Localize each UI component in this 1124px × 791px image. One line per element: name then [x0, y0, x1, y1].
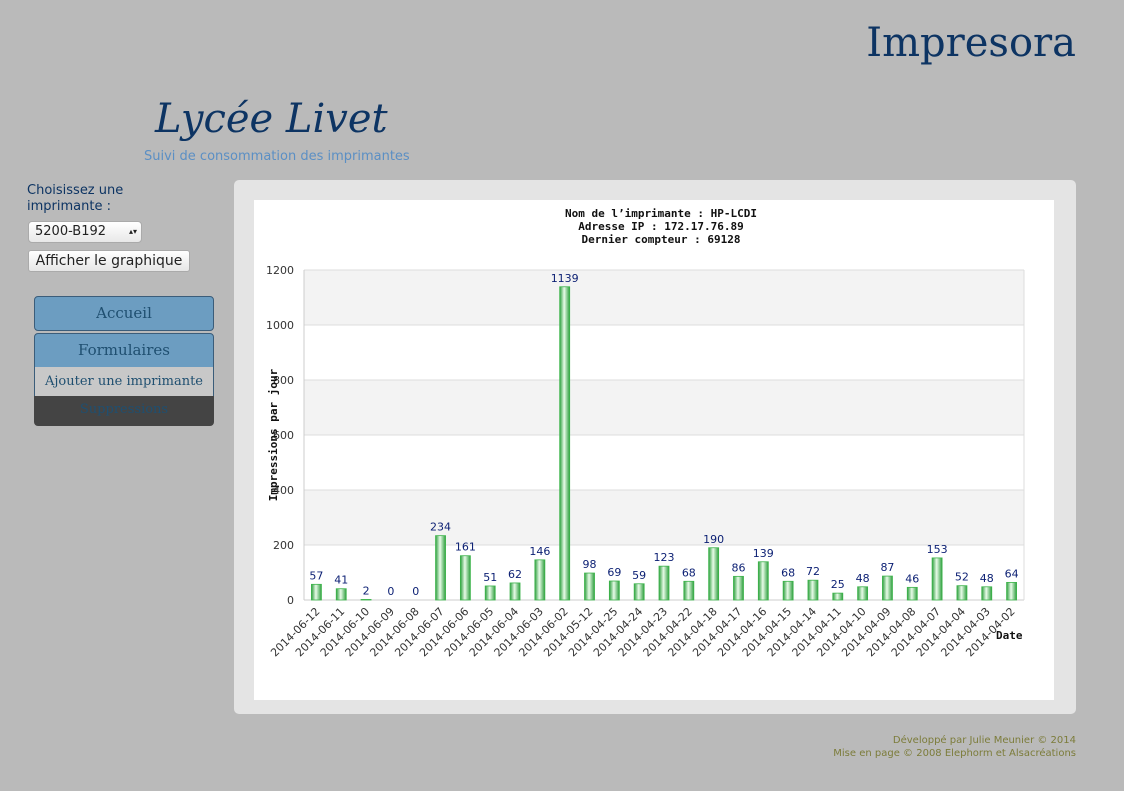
value-label: 0 [412, 585, 419, 598]
y-tick-label: 800 [273, 374, 294, 387]
bar [1006, 581, 1017, 601]
y-tick-label: 0 [287, 594, 294, 607]
menu-item[interactable]: Suppressions [34, 396, 214, 426]
menu-item[interactable]: Ajouter une imprimante [34, 367, 214, 396]
bar [509, 582, 521, 601]
bar [757, 561, 769, 601]
value-label: 52 [955, 571, 969, 584]
value-label: 46 [905, 572, 919, 585]
bar [435, 535, 446, 601]
bar [931, 557, 943, 601]
value-label: 48 [856, 572, 870, 585]
select-label: Choisissez une imprimante : [27, 183, 124, 214]
bar [906, 586, 918, 601]
grid-band [304, 380, 1024, 435]
value-label: 87 [880, 561, 894, 574]
select-value: 5200-B192 [35, 224, 107, 239]
value-label: 123 [654, 551, 675, 564]
school-name: Lycée Livet [155, 96, 388, 142]
grid-band [304, 435, 1024, 490]
grid-band [304, 490, 1024, 545]
bar [311, 583, 322, 601]
bar [832, 592, 844, 601]
bar [633, 583, 645, 601]
bar [807, 579, 819, 601]
grid-band [304, 270, 1024, 325]
value-label: 68 [781, 566, 795, 579]
value-label: 68 [682, 566, 696, 579]
footer: Développé par Julie Meunier © 2014 Mise e… [833, 734, 1076, 760]
value-label: 234 [430, 521, 451, 534]
value-label: 57 [309, 569, 323, 582]
value-label: 51 [483, 571, 497, 584]
menu-item[interactable]: Formulaires [34, 333, 214, 368]
bar [484, 585, 496, 601]
bar [559, 286, 571, 601]
value-label: 139 [753, 547, 774, 560]
bar [658, 565, 670, 601]
grid-band [304, 325, 1024, 380]
value-label: 146 [529, 545, 550, 558]
value-label: 1139 [551, 272, 579, 285]
footer-line: Développé par Julie Meunier © 2014 [892, 735, 1076, 746]
bar [360, 599, 372, 601]
value-label: 62 [508, 568, 522, 581]
y-axis-label: Impressions par jour [267, 368, 280, 501]
bar [882, 575, 893, 601]
menu-item[interactable]: Accueil [34, 296, 214, 331]
bar [956, 585, 968, 601]
bar [335, 588, 347, 601]
printer-select[interactable]: 5200-B192 ▴▾ [28, 221, 142, 243]
value-label: 2 [363, 584, 370, 597]
footer-line: Mise en page © 2008 Elephorm et Alsacréa… [833, 748, 1076, 759]
select-arrows: ▴▾ [128, 227, 137, 236]
value-label: 72 [806, 565, 820, 578]
value-label: 190 [703, 533, 724, 546]
site-title: Impresora [866, 20, 1076, 66]
bar [733, 575, 744, 601]
value-label: 41 [334, 574, 348, 587]
y-tick-label: 1000 [266, 319, 294, 332]
subtitle: Suivi de consommation des imprimantes [144, 149, 410, 164]
show-chart-button[interactable]: Afficher le graphique [28, 250, 190, 272]
value-label: 25 [831, 578, 845, 591]
value-label: 64 [1005, 567, 1019, 580]
bar [981, 586, 993, 601]
y-tick-label: 400 [273, 484, 294, 497]
x-axis-label: Date [996, 629, 1023, 642]
value-label: 161 [455, 541, 476, 554]
chart-title: Adresse IP : 172.17.76.89 [578, 220, 744, 233]
y-tick-label: 200 [273, 539, 294, 552]
value-label: 48 [980, 572, 994, 585]
value-label: 69 [607, 566, 621, 579]
value-label: 153 [927, 543, 948, 556]
bar [584, 572, 595, 601]
value-label: 59 [632, 569, 646, 582]
value-label: 0 [387, 585, 394, 598]
value-label: 98 [583, 558, 597, 571]
bar [708, 547, 720, 601]
chart-title: Dernier compteur : 69128 [582, 233, 741, 246]
bar [608, 580, 620, 601]
value-label: 86 [731, 561, 745, 574]
bar [534, 559, 546, 601]
bar [683, 580, 695, 601]
bar [459, 555, 471, 601]
chart-title: Nom de l’imprimante : HP-LCDI [565, 207, 757, 220]
y-tick-label: 1200 [266, 264, 294, 277]
bar [782, 580, 794, 601]
bar [857, 586, 869, 601]
y-tick-label: 600 [273, 429, 294, 442]
